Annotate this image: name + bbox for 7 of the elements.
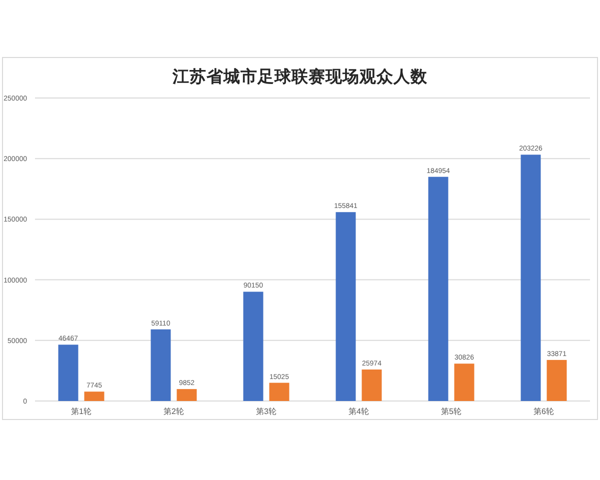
x-tick-label: 第5轮 [441,407,462,416]
x-tick-label: 第1轮 [71,407,92,416]
title: 江苏省城市足球联赛现场观众人数 [172,67,428,86]
x-tick-label: 第3轮 [256,407,276,416]
x-tick-label: 第2轮 [164,407,184,416]
x-tick-label: 第4轮 [348,407,369,416]
x-tick-label: 第6轮 [534,407,554,416]
